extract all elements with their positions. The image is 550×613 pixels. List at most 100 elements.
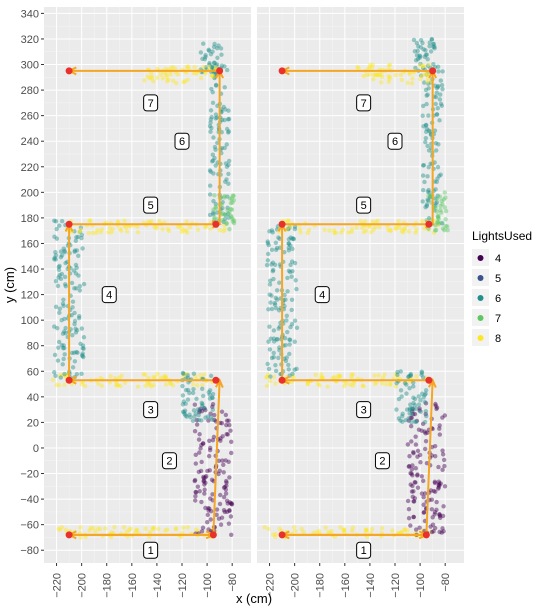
data-point-series-6 bbox=[53, 304, 59, 310]
data-point-series-6 bbox=[63, 325, 68, 331]
data-point-series-6 bbox=[411, 37, 417, 43]
data-point-series-4 bbox=[422, 429, 427, 434]
data-point-series-4 bbox=[406, 418, 411, 423]
data-point-series-6 bbox=[277, 236, 282, 241]
data-point-series-8 bbox=[163, 375, 169, 381]
data-point-series-8 bbox=[165, 527, 170, 532]
data-point-series-4 bbox=[199, 459, 204, 465]
data-point-series-6 bbox=[187, 390, 192, 396]
data-point-series-8 bbox=[316, 528, 322, 534]
data-point-series-6 bbox=[210, 210, 216, 215]
data-point-series-7 bbox=[212, 193, 217, 198]
data-point-series-6 bbox=[225, 205, 230, 211]
data-point-series-6 bbox=[76, 315, 82, 321]
data-point-series-8 bbox=[163, 382, 169, 387]
data-point-series-7 bbox=[213, 206, 218, 211]
data-point-series-8 bbox=[115, 382, 121, 388]
data-point-series-8 bbox=[98, 375, 103, 381]
data-point-series-8 bbox=[91, 525, 96, 531]
data-point-series-8 bbox=[405, 80, 410, 86]
data-point-series-4 bbox=[415, 473, 420, 478]
data-point-series-8 bbox=[134, 527, 139, 532]
data-point-series-4 bbox=[413, 527, 419, 532]
data-point-series-7 bbox=[443, 208, 449, 214]
data-point-series-6 bbox=[74, 349, 79, 355]
data-point-series-4 bbox=[434, 405, 440, 410]
data-point-series-6 bbox=[182, 409, 187, 415]
segment-label-box bbox=[101, 286, 117, 304]
data-point-series-6 bbox=[205, 414, 211, 419]
legend-marker bbox=[477, 315, 484, 321]
data-point-series-6 bbox=[272, 302, 278, 307]
data-point-series-4 bbox=[411, 451, 416, 456]
data-point-series-4 bbox=[440, 448, 445, 453]
data-point-series-8 bbox=[150, 525, 156, 531]
data-point-series-4 bbox=[229, 439, 234, 444]
data-point-series-6 bbox=[426, 86, 431, 91]
data-point-series-7 bbox=[230, 219, 236, 224]
data-point-series-6 bbox=[208, 117, 214, 122]
data-point-series-6 bbox=[80, 353, 85, 359]
data-point-series-6 bbox=[215, 55, 220, 61]
data-point-series-8 bbox=[417, 63, 423, 68]
x-tick-label: −160 bbox=[127, 573, 139, 598]
data-point-series-8 bbox=[64, 372, 69, 377]
data-point-series-6 bbox=[180, 383, 185, 389]
data-point-series-8 bbox=[423, 72, 428, 77]
data-point-series-6 bbox=[210, 395, 215, 400]
data-point-series-8 bbox=[164, 72, 169, 77]
data-point-series-6 bbox=[267, 324, 272, 329]
data-point-series-8 bbox=[402, 527, 407, 532]
data-point-series-4 bbox=[419, 491, 425, 496]
data-point-series-7 bbox=[433, 206, 438, 211]
data-point-series-6 bbox=[207, 392, 212, 397]
data-point-series-6 bbox=[277, 324, 282, 329]
data-point-series-4 bbox=[437, 426, 442, 431]
data-point-series-6 bbox=[203, 54, 208, 60]
data-point-series-4 bbox=[229, 532, 234, 537]
segment-label-box bbox=[174, 132, 190, 150]
data-point-series-6 bbox=[292, 260, 298, 266]
data-point-series-8 bbox=[431, 230, 437, 236]
data-point-series-6 bbox=[274, 297, 280, 302]
data-point-series-6 bbox=[79, 326, 85, 331]
data-point-series-6 bbox=[400, 411, 405, 417]
segment-label: 6 bbox=[392, 136, 398, 148]
data-point-series-8 bbox=[298, 230, 303, 235]
segment-label: 2 bbox=[379, 456, 385, 468]
data-point-series-4 bbox=[222, 484, 228, 490]
data-point-series-8 bbox=[349, 229, 354, 235]
data-point-series-6 bbox=[211, 60, 217, 66]
data-point-series-6 bbox=[424, 72, 429, 77]
data-point-series-6 bbox=[289, 259, 295, 264]
data-point-series-4 bbox=[201, 478, 207, 483]
data-point-series-8 bbox=[414, 374, 419, 379]
data-point-series-8 bbox=[350, 372, 355, 377]
data-point-series-6 bbox=[436, 142, 441, 147]
data-point-series-4 bbox=[421, 510, 427, 515]
data-point-series-4 bbox=[432, 443, 438, 449]
data-point-series-8 bbox=[346, 230, 351, 235]
data-point-series-4 bbox=[197, 489, 202, 494]
data-point-series-6 bbox=[286, 362, 291, 368]
data-point-series-6 bbox=[222, 145, 227, 151]
data-point-series-8 bbox=[403, 380, 408, 385]
data-point-series-6 bbox=[408, 371, 414, 377]
data-point-series-6 bbox=[212, 60, 217, 65]
data-point-series-4 bbox=[436, 486, 441, 491]
data-point-series-8 bbox=[347, 382, 353, 387]
data-point-series-6 bbox=[422, 392, 428, 398]
data-point-series-8 bbox=[217, 227, 222, 233]
data-point-series-4 bbox=[408, 470, 413, 476]
data-point-series-6 bbox=[224, 177, 229, 182]
data-point-series-4 bbox=[408, 482, 413, 487]
data-point-series-4 bbox=[419, 428, 424, 433]
data-point-series-6 bbox=[422, 54, 427, 59]
data-point-series-8 bbox=[305, 381, 310, 387]
data-point-series-6 bbox=[183, 401, 188, 406]
data-point-series-8 bbox=[184, 230, 190, 235]
data-point-series-8 bbox=[146, 375, 151, 381]
data-point-series-6 bbox=[423, 52, 429, 58]
data-point-series-6 bbox=[210, 89, 215, 95]
data-point-series-4 bbox=[226, 521, 232, 526]
